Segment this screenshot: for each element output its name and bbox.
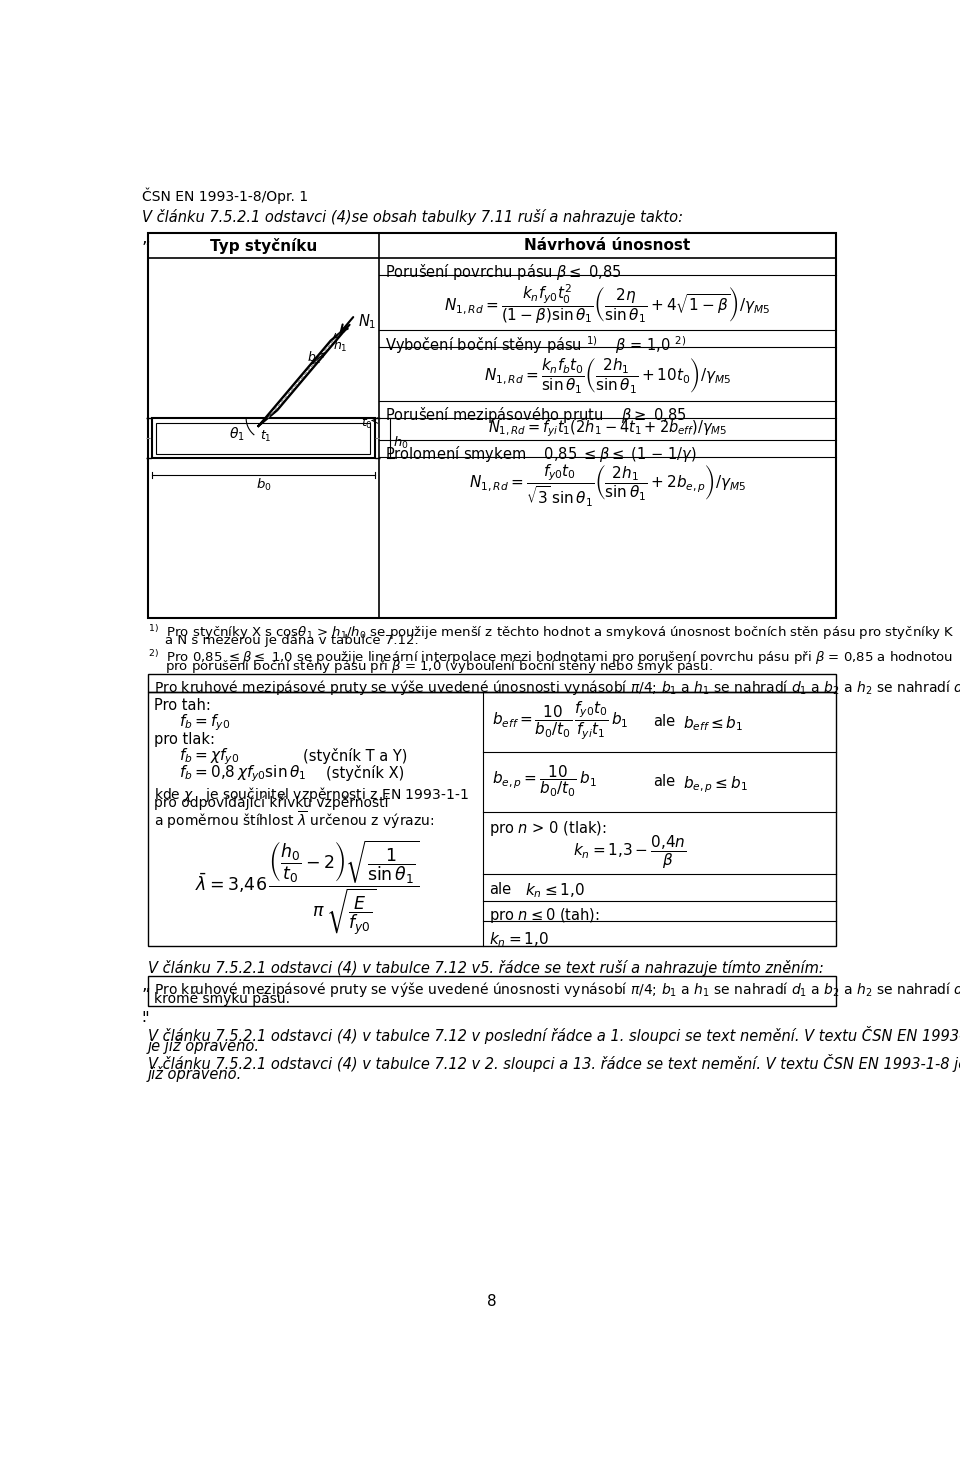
- Text: $N_{1,Rd} = \dfrac{k_n f_{y0} t_0^2}{(1-\beta)\sin\theta_1} \left( \dfrac{2\eta}: $N_{1,Rd} = \dfrac{k_n f_{y0} t_0^2}{(1-…: [444, 282, 771, 326]
- Text: Prolomení smykem    0,85 $\leq \beta \leq$ (1 $-$ 1/$\gamma$): Prolomení smykem 0,85 $\leq \beta \leq$ …: [385, 444, 697, 463]
- Text: $N_{1,Rd} = f_{yi} t_1 (2h_1 - 4t_1 + 2b_{eff}) / \gamma_{M5}$: $N_{1,Rd} = f_{yi} t_1 (2h_1 - 4t_1 + 2b…: [488, 419, 727, 440]
- Text: „: „: [142, 229, 151, 247]
- Text: .: .: [142, 1010, 147, 1025]
- Text: $^{1)}$  Pro styčníky X s cos$\theta_1$ > $h_1/h_0$ se použije menší z těchto ho: $^{1)}$ Pro styčníky X s cos$\theta_1$ >…: [148, 623, 954, 642]
- Text: ": ": [142, 1010, 150, 1028]
- Text: pro $n \leq 0$ (tah):: pro $n \leq 0$ (tah):: [489, 907, 600, 925]
- Text: $f_b = 0{,}8\,\chi f_{y0} \sin \theta_1$: $f_b = 0{,}8\,\chi f_{y0} \sin \theta_1$: [179, 763, 306, 784]
- Text: $N_{1,Rd} = \dfrac{f_{y0} t_0}{\sqrt{3}\,\sin\theta_1} \left( \dfrac{2h_1}{\sin\: $N_{1,Rd} = \dfrac{f_{y0} t_0}{\sqrt{3}\…: [468, 463, 746, 509]
- Text: pro tlak:: pro tlak:: [155, 732, 215, 747]
- Text: $k_n = 1{,}0$: $k_n = 1{,}0$: [489, 931, 549, 950]
- Text: Pro kruhové mezipásové pruty se výše uvedené únosnosti vynásobí $\pi$/4; $b_1$ a: Pro kruhové mezipásové pruty se výše uve…: [155, 980, 960, 1000]
- Text: kromě smyku pásu.: kromě smyku pásu.: [155, 991, 290, 1005]
- Text: $f_b = f_{y0}$: $f_b = f_{y0}$: [179, 713, 230, 734]
- Text: Porušení mezipásového prutu    $\beta \geq$ 0,85: Porušení mezipásového prutu $\beta \geq$…: [385, 406, 686, 425]
- Text: ale: ale: [653, 773, 675, 789]
- Text: $^{2)}$  Pro 0,85 $\leq \beta \leq$ 1,0 se použije lineární interpolace mezi hod: $^{2)}$ Pro 0,85 $\leq \beta \leq$ 1,0 s…: [148, 648, 953, 666]
- Text: $b_{e,p} \leq b_1$: $b_{e,p} \leq b_1$: [683, 773, 748, 794]
- Text: $N_1$: $N_1$: [357, 312, 376, 331]
- Text: $b_0$: $b_0$: [255, 476, 272, 492]
- Text: V článku 7.5.2.1 odstavci (4) v tabulce 7.12 v5. řádce se text ruší a nahrazuje : V článku 7.5.2.1 odstavci (4) v tabulce …: [148, 960, 824, 976]
- Text: pro $n$ > 0 (tlak):: pro $n$ > 0 (tlak):: [489, 819, 607, 838]
- Text: (styčník X): (styčník X): [326, 764, 404, 781]
- Text: Pro kruhové mezipásové pruty se výše uvedené únosnosti vynásobí $\pi$/4; $b_1$ a: Pro kruhové mezipásové pruty se výše uve…: [155, 678, 960, 697]
- Text: a poměrnou štíhlost $\overline{\lambda}$ určenou z výrazu:: a poměrnou štíhlost $\overline{\lambda}$…: [155, 810, 435, 831]
- Text: $k_n \leq 1{,}0$: $k_n \leq 1{,}0$: [525, 882, 586, 901]
- Text: ale: ale: [653, 714, 675, 729]
- Text: V článku 7.5.2.1 odstavci (4) v tabulce 7.12 v poslední řádce a 1. sloupci se te: V článku 7.5.2.1 odstavci (4) v tabulce …: [148, 1026, 960, 1045]
- Bar: [148, 976, 836, 1007]
- Text: $f_b = \chi f_{y0}$: $f_b = \chi f_{y0}$: [179, 747, 239, 767]
- Text: je již opraveno.: je již opraveno.: [148, 1038, 260, 1054]
- Text: „: „: [142, 976, 151, 994]
- Text: $t_1$: $t_1$: [260, 428, 272, 444]
- Text: $\theta_1$: $\theta_1$: [229, 426, 245, 444]
- Text: $b_{eff} \leq b_1$: $b_{eff} \leq b_1$: [683, 714, 743, 732]
- Text: pro porušení boční stěny pásu při $\beta$ = 1,0 (vyboulení boční stěny nebo smyk: pro porušení boční stěny pásu při $\beta…: [165, 659, 712, 675]
- Bar: [148, 234, 836, 619]
- Bar: [156, 423, 371, 454]
- Text: již opraveno.: již opraveno.: [148, 1066, 242, 1082]
- Bar: [148, 673, 836, 692]
- Text: (styčník T a Y): (styčník T a Y): [303, 748, 407, 764]
- Text: $h_0$: $h_0$: [393, 435, 408, 451]
- Text: $b_1$: $b_1$: [306, 350, 322, 366]
- Text: Porušení povrchu pásu $\beta \leq$ 0,85: Porušení povrchu pásu $\beta \leq$ 0,85: [385, 262, 622, 282]
- Text: $N_{1,Rd} = \dfrac{k_n f_b t_0}{\sin\theta_1} \left( \dfrac{2h_1}{\sin\theta_1} : $N_{1,Rd} = \dfrac{k_n f_b t_0}{\sin\the…: [484, 356, 732, 395]
- Text: $k_n = 1{,}3 - \dfrac{0{,}4n}{\beta}$: $k_n = 1{,}3 - \dfrac{0{,}4n}{\beta}$: [573, 833, 686, 872]
- Text: V článku 7.5.2.1 odstavci (4)se obsah tabulky 7.11 ruší a nahrazuje takto:: V článku 7.5.2.1 odstavci (4)se obsah ta…: [142, 209, 683, 225]
- Text: pro odpovídající křivku vzpěrnosti: pro odpovídající křivku vzpěrnosti: [155, 795, 389, 810]
- Text: Návrhová únosnost: Návrhová únosnost: [524, 238, 690, 253]
- Text: V článku 7.5.2.1 odstavci (4) v tabulce 7.12 v 2. sloupci a 13. řádce se text ne: V článku 7.5.2.1 odstavci (4) v tabulce …: [148, 1054, 960, 1072]
- Text: $t_0$: $t_0$: [361, 416, 372, 431]
- Text: $\bar{\lambda} = 3{,}46\,\dfrac{\left(\dfrac{h_0}{t_0} - 2\right)\sqrt{\dfrac{1}: $\bar{\lambda} = 3{,}46\,\dfrac{\left(\d…: [195, 838, 420, 938]
- Text: ale: ale: [489, 882, 511, 897]
- Bar: [152, 417, 375, 459]
- Text: 8: 8: [487, 1295, 497, 1310]
- Text: Pro tah:: Pro tah:: [155, 698, 211, 713]
- Text: Vybočení boční stěny pásu $^{1)}$    $\beta$ = 1,0 $^{2)}$: Vybočení boční stěny pásu $^{1)}$ $\beta…: [385, 334, 686, 356]
- Text: $b_{eff} = \dfrac{10}{b_0/t_0}\,\dfrac{f_{y0}t_0}{f_{yi}t_1}\,b_1$: $b_{eff} = \dfrac{10}{b_0/t_0}\,\dfrac{f…: [492, 700, 629, 742]
- Text: $h_1$: $h_1$: [333, 338, 348, 354]
- Text: $b_{e,p} = \dfrac{10}{b_0/t_0}\,b_1$: $b_{e,p} = \dfrac{10}{b_0/t_0}\,b_1$: [492, 763, 597, 798]
- Text: ČSN EN 1993-1-8/Opr. 1: ČSN EN 1993-1-8/Opr. 1: [142, 187, 308, 204]
- Text: Typ styčníku: Typ styčníku: [209, 238, 317, 254]
- Bar: [148, 692, 836, 947]
- Text: kde $\chi$   je součinitel vzpěrnosti z EN 1993-1-1: kde $\chi$ je součinitel vzpěrnosti z EN…: [155, 785, 468, 804]
- Text: a N s mezerou je dána v tabulce 7.12.: a N s mezerou je dána v tabulce 7.12.: [165, 634, 419, 647]
